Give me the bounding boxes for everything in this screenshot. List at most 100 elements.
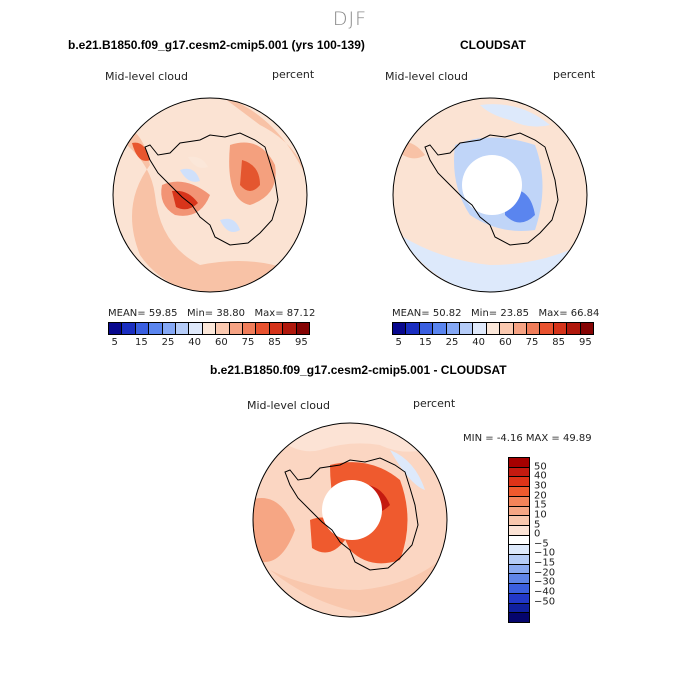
colorbar-swatch [243, 323, 257, 334]
panel-2-stats: MEAN= 50.82 Min= 23.85 Max= 66.84 [392, 308, 599, 319]
colorbar-tick-label: 15 [534, 499, 547, 511]
panel-2-colorbar-labels: 5 15 25 40 60 75 85 95 [392, 337, 592, 349]
diff-map-missing-data [322, 480, 382, 540]
colorbar-tick-label: 5 [111, 337, 118, 348]
diff-colorbar-labels: 50 40 30 20 15 10 5 0 −5 −10 −15 −20 −30 −40 −50 [534, 457, 574, 621]
map-1-hotspot-east [240, 160, 260, 191]
colorbar-tick-label: −50 [534, 596, 556, 608]
colorbar-tick-label: 60 [214, 337, 228, 348]
colorbar-tick-label: 95 [578, 337, 592, 348]
diff-map-region-south [270, 560, 440, 615]
colorbar-tick-label: 60 [498, 337, 512, 348]
colorbar-tick-label: 75 [525, 337, 539, 348]
map-1-region-west [113, 126, 290, 292]
colorbar-swatch [509, 467, 529, 478]
panel-1-variable: Mid-level cloud [105, 70, 188, 83]
panel-2-mean-label: MEAN= [392, 308, 430, 319]
diff-map-region-west [253, 498, 295, 562]
map-1-hotspot-peninsula [132, 142, 150, 161]
colorbar-tick-label: 50 [534, 461, 547, 473]
diff-map-low-region [390, 450, 425, 490]
diff-min-label: MIN = [463, 433, 494, 444]
map-1-low-region-2 [220, 218, 240, 233]
map-1-coastline [144, 132, 279, 246]
colorbar-swatch [122, 323, 136, 334]
colorbar-tick-label: 15 [134, 337, 148, 348]
colorbar-swatch [162, 323, 177, 334]
colorbar-swatch [509, 564, 529, 575]
map-1-neutral-region [188, 156, 208, 168]
colorbar-swatch [473, 323, 487, 334]
diff-colorbar [508, 457, 530, 623]
panel-1-title: b.e21.B1850.f09_g17.cesm2-cmip5.001 (yrs… [68, 38, 365, 52]
colorbar-tick-label: 85 [552, 337, 566, 348]
panel-2-max-label: Max= [538, 308, 568, 319]
map-2-missing-data [462, 155, 522, 215]
colorbar-tick-label: −5 [534, 538, 549, 550]
panel-1-colorbar [108, 322, 310, 335]
panel-1-colorbar-labels: 5 15 25 40 60 75 85 95 [108, 337, 308, 349]
season-title: DJF [332, 8, 368, 30]
colorbar-swatch [433, 323, 447, 334]
colorbar-tick-label: −30 [534, 576, 556, 588]
colorbar-swatch [509, 535, 529, 546]
colorbar-swatch [509, 555, 529, 565]
map-2-boundary [392, 97, 588, 293]
panel-1-min-label: Min= [187, 308, 214, 319]
colorbar-swatch [393, 323, 407, 334]
colorbar-swatch [149, 323, 163, 334]
panel-2-max-value: 66.84 [570, 308, 600, 319]
colorbar-swatch [509, 496, 529, 507]
panel-2-title: CLOUDSAT [460, 38, 526, 52]
colorbar-swatch [509, 525, 529, 536]
panel-2-min-value: 23.85 [500, 308, 529, 319]
colorbar-swatch [509, 506, 529, 517]
colorbar-tick-label: −15 [534, 557, 556, 569]
colorbar-swatch [500, 323, 514, 334]
colorbar-swatch [216, 323, 230, 334]
colorbar-swatch [509, 487, 529, 497]
colorbar-tick-label: 0 [534, 528, 541, 540]
panel-2-map [392, 97, 588, 293]
panel-2-mean-value: 50.82 [432, 308, 462, 319]
colorbar-swatch [269, 323, 284, 334]
colorbar-swatch [176, 323, 190, 334]
panel-2-colorbar [392, 322, 594, 335]
diff-map-coastline [284, 457, 419, 571]
colorbar-tick-label: 75 [241, 337, 255, 348]
colorbar-swatch [509, 603, 529, 614]
colorbar-swatch [513, 323, 528, 334]
panel-2-units: percent [553, 68, 596, 81]
colorbar-swatch [109, 323, 123, 334]
colorbar-swatch [419, 323, 434, 334]
colorbar-swatch [135, 323, 150, 334]
diff-map-boundary [252, 422, 448, 618]
colorbar-tick-label: 20 [534, 490, 547, 502]
colorbar-swatch [406, 323, 420, 334]
colorbar-tick-label: 5 [395, 337, 402, 348]
panel-1-min-value: 38.80 [216, 308, 245, 319]
colorbar-tick-label: −10 [534, 547, 556, 559]
colorbar-swatch [296, 323, 310, 334]
colorbar-swatch [509, 477, 529, 488]
colorbar-swatch [446, 323, 461, 334]
colorbar-tick-label: 25 [161, 337, 175, 348]
panel-1-mean-value: 59.85 [148, 308, 178, 319]
panel-1-mean-label: MEAN= [108, 308, 146, 319]
map-1-low-region-1 [180, 168, 200, 182]
diff-max-label: MAX = [525, 433, 560, 444]
diff-max-value: 49.89 [562, 433, 592, 444]
colorbar-tick-label: 40 [188, 337, 202, 348]
colorbar-swatch [509, 545, 529, 556]
diff-min-value: -4.16 [496, 433, 523, 444]
colorbar-tick-label: 15 [418, 337, 432, 348]
panel-1-max-value: 87.12 [286, 308, 316, 319]
colorbar-swatch [486, 323, 501, 334]
colorbar-swatch [229, 323, 244, 334]
panel-1-map [112, 97, 308, 293]
panel-2-variable: Mid-level cloud [385, 70, 468, 83]
colorbar-tick-label: 5 [534, 519, 541, 531]
colorbar-swatch [509, 584, 529, 594]
colorbar-swatch [189, 323, 203, 334]
colorbar-tick-label: −40 [534, 586, 556, 598]
